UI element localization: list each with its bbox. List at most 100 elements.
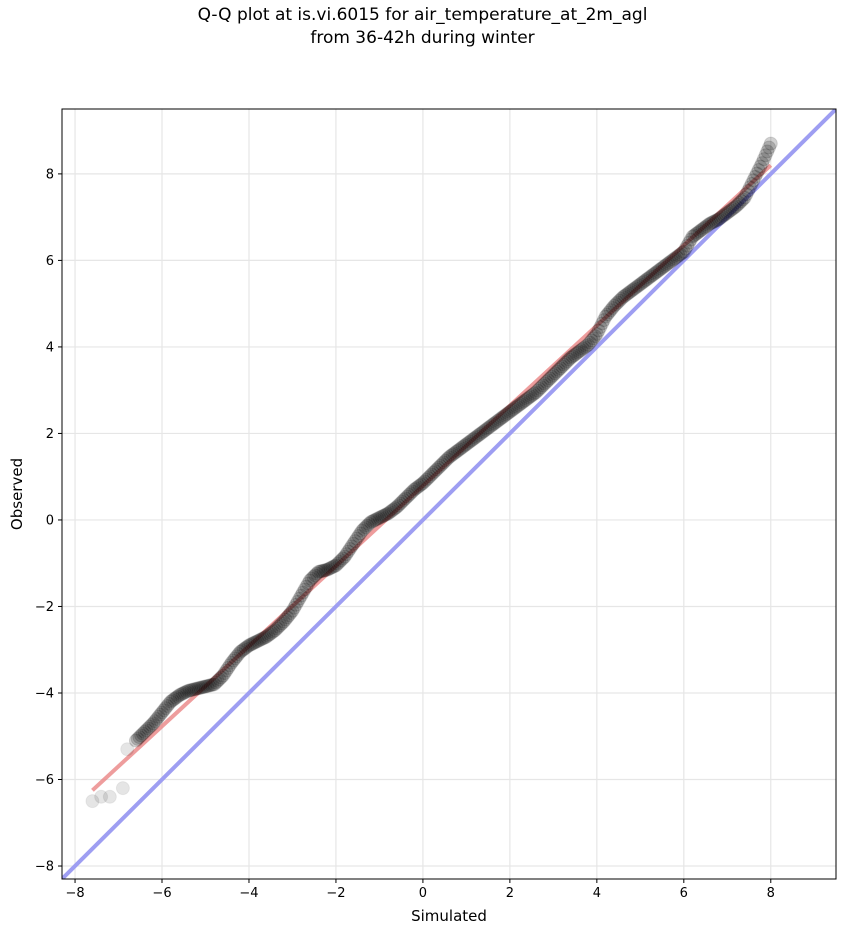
quantile-point xyxy=(431,460,446,475)
quantile-point xyxy=(228,651,243,666)
quantile-point xyxy=(158,701,173,716)
quantile-point xyxy=(361,516,376,531)
quantile-point xyxy=(624,283,639,298)
quantile-point xyxy=(318,563,333,578)
quantile-point xyxy=(501,406,516,421)
quantile-point xyxy=(393,496,408,511)
quantile-point xyxy=(629,279,644,294)
quantile-point xyxy=(201,678,216,693)
quantile-point xyxy=(593,320,608,335)
y-tick-label: −6 xyxy=(35,773,54,788)
x-tick-label: 4 xyxy=(593,886,601,901)
quantile-point xyxy=(560,354,575,369)
quantile-point xyxy=(273,618,288,633)
quantile-point xyxy=(497,408,512,423)
quantile-point xyxy=(433,458,448,473)
quantile-point xyxy=(403,486,418,501)
quantile-point xyxy=(294,588,309,603)
quantile-point xyxy=(259,629,274,644)
quantile-point xyxy=(377,508,392,523)
quantile-point xyxy=(207,677,222,692)
quantile-point xyxy=(283,605,298,620)
fit-line-layer xyxy=(91,163,773,792)
quantile-point xyxy=(482,420,497,435)
quantile-point xyxy=(161,696,176,711)
quantile-point xyxy=(250,634,265,649)
quantile-point xyxy=(153,707,168,722)
quantile-point xyxy=(487,416,502,431)
quantile-point xyxy=(628,281,643,296)
quantile-point xyxy=(240,639,255,654)
quantile-point xyxy=(428,464,443,479)
quantile-point xyxy=(735,192,750,207)
quantile-point xyxy=(509,399,524,414)
quantile-point xyxy=(565,349,580,364)
quantile-point xyxy=(504,403,519,418)
quantile-point xyxy=(268,623,283,638)
quantile-point xyxy=(414,477,429,492)
quantile-point xyxy=(395,494,410,509)
quantile-point xyxy=(353,526,368,541)
quantile-point xyxy=(466,432,481,447)
quantile-point xyxy=(370,511,385,526)
quantile-point xyxy=(537,376,552,391)
quantile-point xyxy=(685,229,700,244)
quantile-point xyxy=(358,520,373,535)
quantile-point xyxy=(184,682,199,697)
quantile-point xyxy=(746,173,761,188)
x-tick-label: 2 xyxy=(506,886,514,901)
quantile-point xyxy=(563,350,578,365)
quantile-point xyxy=(619,287,634,302)
quantile-point xyxy=(222,658,237,673)
quantile-point xyxy=(756,152,771,167)
quantile-point xyxy=(415,476,430,491)
quantile-point xyxy=(737,190,752,205)
quantile-point xyxy=(753,159,768,174)
quantile-point xyxy=(760,144,775,159)
quantile-point xyxy=(212,672,227,687)
quantile-point xyxy=(139,723,154,738)
quantile-point xyxy=(261,628,276,643)
quantile-point xyxy=(302,573,317,588)
quantile-point xyxy=(163,694,178,709)
quantile-point xyxy=(155,705,170,720)
quantile-point xyxy=(610,295,625,310)
quantile-point xyxy=(247,635,262,650)
quantile-point xyxy=(648,265,663,280)
quantile-point xyxy=(734,194,749,209)
quantile-point xyxy=(626,282,641,297)
quantile-points xyxy=(85,136,778,809)
quantile-point xyxy=(654,261,669,276)
quantile-point xyxy=(448,445,463,460)
quantile-point xyxy=(704,215,719,230)
x-axis-ticks: −8 −6 −4 −2 0 2 4 6 8 xyxy=(65,879,775,901)
quantile-point xyxy=(356,522,371,537)
quantile-point xyxy=(339,547,354,562)
identity-line-layer xyxy=(62,109,836,879)
quantile-point xyxy=(348,534,363,549)
quantile-point xyxy=(495,410,510,424)
quantile-point xyxy=(650,264,665,279)
quantile-point xyxy=(229,649,244,664)
quantile-point xyxy=(381,506,396,521)
quantile-point xyxy=(614,291,629,306)
quantile-point xyxy=(532,381,547,396)
quantile-point xyxy=(723,203,738,218)
quantile-point xyxy=(379,507,394,522)
quantile-point xyxy=(191,681,206,696)
quantile-point xyxy=(421,470,436,485)
quantile-point xyxy=(661,256,676,271)
y-tick-label: −2 xyxy=(35,600,54,615)
quantile-point xyxy=(278,612,293,627)
quantile-point xyxy=(643,269,658,284)
quantile-point xyxy=(541,373,556,388)
quantile-point xyxy=(742,180,757,195)
quantile-point xyxy=(523,389,538,404)
quantile-point xyxy=(642,270,657,285)
quantile-point xyxy=(351,528,366,543)
quantile-point xyxy=(676,244,691,259)
quantile-point xyxy=(525,387,540,402)
quantile-point xyxy=(149,711,164,726)
quantile-point xyxy=(539,374,554,389)
quantile-point xyxy=(542,371,557,386)
